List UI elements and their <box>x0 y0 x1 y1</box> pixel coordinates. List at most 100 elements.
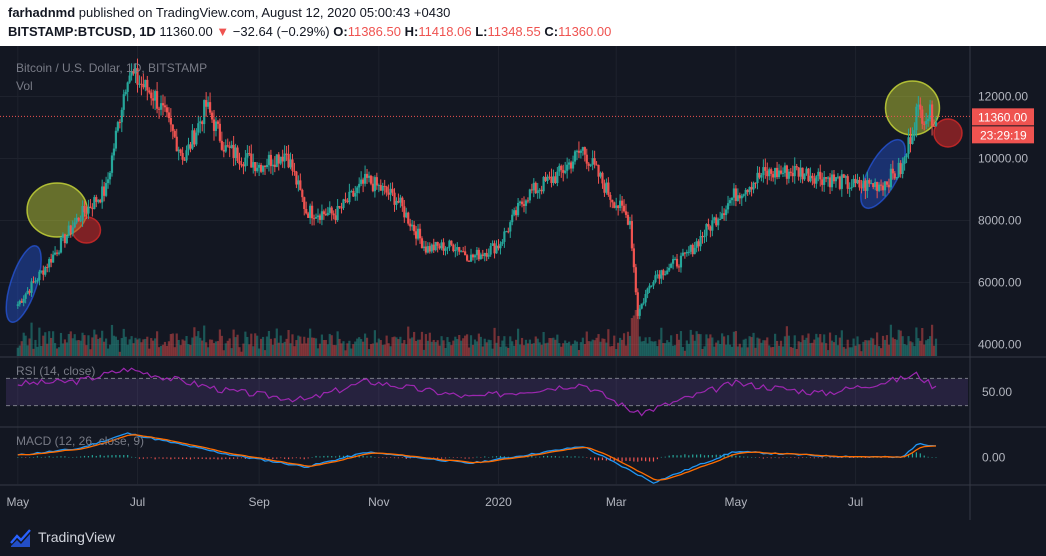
volume-bar <box>326 344 329 356</box>
candle-body <box>893 173 896 179</box>
chart-area[interactable]: RSI (14, close) MACD (12, 26, close, 9) B… <box>0 46 1046 520</box>
candle-body <box>885 181 889 185</box>
macd-histogram-bar <box>809 457 812 459</box>
candle-body <box>834 177 838 182</box>
candle-body <box>371 183 375 192</box>
volume-bar <box>515 339 518 356</box>
macd-histogram-bar <box>60 456 62 458</box>
macd-histogram-bar <box>87 456 90 458</box>
candle-body <box>762 167 765 176</box>
macd-histogram-bar <box>833 457 835 458</box>
volume-bar <box>159 345 163 356</box>
candle-body <box>24 294 27 299</box>
rsi-tick-label: 50.00 <box>982 385 1012 399</box>
volume-bar <box>311 337 314 356</box>
macd-histogram-bar <box>287 457 290 460</box>
candle-body <box>650 285 653 287</box>
candle-body <box>320 211 324 220</box>
volume-bar <box>632 315 635 356</box>
candle-body <box>369 175 373 184</box>
volume-bar <box>571 343 575 356</box>
candle-body <box>579 150 582 153</box>
volume-bar <box>630 318 633 356</box>
candle-body <box>132 70 135 74</box>
volume-bar <box>409 338 412 356</box>
candle-body <box>344 199 347 201</box>
volume-bar <box>356 338 359 356</box>
candle-body <box>465 255 469 261</box>
volume-bar <box>191 337 194 356</box>
volume-bar <box>483 338 486 356</box>
volume-bar <box>544 343 547 356</box>
volume-bar <box>668 342 671 356</box>
volume-bar <box>97 338 100 356</box>
candle-body <box>187 144 190 151</box>
macd-histogram-bar <box>323 455 325 458</box>
volume-bar <box>689 329 692 356</box>
macd-histogram-bar <box>660 456 662 458</box>
volume-bar <box>181 339 184 356</box>
volume-bar <box>721 333 724 356</box>
candle-body <box>134 68 137 74</box>
candle-body <box>191 130 194 149</box>
volume-bar <box>328 333 331 356</box>
volume-bar <box>52 331 55 356</box>
grid-lines <box>0 46 1046 520</box>
candle-body <box>683 252 686 254</box>
candle-body <box>44 267 47 275</box>
macd-histogram-bar <box>162 457 164 459</box>
volume-bar <box>654 341 657 356</box>
tradingview-logo-icon[interactable] <box>10 528 32 548</box>
candle-body <box>326 212 329 216</box>
volume-bar <box>212 343 216 356</box>
candle-body <box>230 144 233 148</box>
candle-body <box>628 221 632 225</box>
volume-bar <box>214 341 218 356</box>
candle-body <box>146 79 149 91</box>
candle-body <box>385 186 388 193</box>
macd-histogram-bar <box>28 457 31 458</box>
macd-histogram-bar <box>633 457 635 462</box>
candle-body <box>927 118 930 121</box>
candle-body <box>122 94 125 110</box>
x-tick-label: Nov <box>368 495 389 509</box>
volume-bar <box>520 337 524 356</box>
candle-body <box>609 194 612 200</box>
candle-body <box>348 191 351 203</box>
candle-body <box>171 124 174 131</box>
macd-histogram-bar <box>692 454 694 458</box>
author-name[interactable]: farhadnmd <box>8 5 76 20</box>
blue-ellipse-annotation <box>5 244 42 324</box>
volume-bar <box>768 345 771 356</box>
candle-body <box>772 173 775 178</box>
volume-bar <box>261 336 265 356</box>
candle-body <box>711 220 714 231</box>
candle-body <box>617 205 620 209</box>
volume-bar <box>142 339 145 356</box>
candle-body <box>548 176 551 178</box>
volume-bar <box>118 351 121 356</box>
volume-bar <box>581 337 584 356</box>
candle-body <box>228 146 231 148</box>
macd-histogram-bar <box>178 457 180 459</box>
macd-histogram-bar <box>166 457 168 459</box>
macd-histogram-bar <box>754 457 757 458</box>
candle-body <box>156 91 159 109</box>
volume-bar <box>707 338 710 356</box>
candle-body <box>881 185 885 191</box>
countdown-badge <box>972 126 1034 144</box>
volume-bar <box>803 339 806 356</box>
candle-body <box>750 187 753 190</box>
macd-histogram-bar <box>95 455 97 458</box>
chart-svg[interactable]: RSI (14, close) MACD (12, 26, close, 9) B… <box>0 46 1046 520</box>
candle-body <box>658 274 661 279</box>
volume-bar <box>522 345 526 356</box>
volume-bar <box>393 336 396 356</box>
volume-bar <box>228 338 231 356</box>
macd-histogram-bar <box>303 457 305 460</box>
candle-body <box>524 200 528 206</box>
brand-name[interactable]: TradingView <box>38 529 116 545</box>
macd-histogram-bar <box>40 457 42 458</box>
volume-bar <box>879 348 883 356</box>
volume-bar <box>701 348 704 356</box>
